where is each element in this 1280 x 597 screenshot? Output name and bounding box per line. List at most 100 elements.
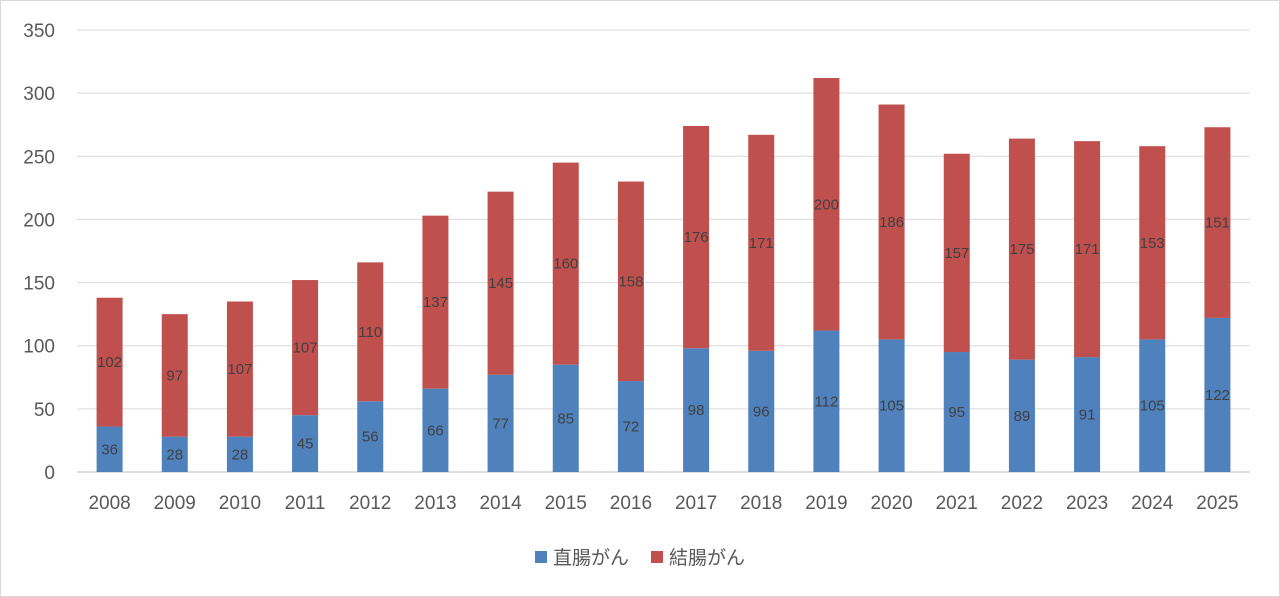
data-label-rectal: 28: [166, 446, 183, 463]
data-label-colon: 157: [944, 245, 969, 262]
data-label-rectal: 85: [557, 410, 574, 427]
y-tick-label: 150: [23, 274, 55, 295]
data-label-rectal: 105: [879, 398, 904, 415]
data-label-rectal: 105: [1140, 398, 1165, 415]
y-tick-label: 50: [34, 400, 55, 421]
data-label-colon: 171: [1075, 241, 1100, 258]
x-tick-label: 2020: [870, 493, 912, 514]
x-tick-label: 2017: [675, 493, 717, 514]
x-tick-label: 2023: [1066, 493, 1108, 514]
y-tick-label: 250: [23, 147, 55, 168]
data-label-colon: 107: [293, 340, 318, 357]
bar-colon: [96, 297, 123, 427]
bar-rectal: [683, 348, 710, 472]
bar-colon: [1008, 138, 1035, 360]
legend-swatch-colon: [651, 550, 663, 563]
bar-rectal: [617, 381, 644, 472]
legend-item-colon: 結腸がん: [651, 543, 745, 570]
data-label-rectal: 77: [492, 415, 509, 432]
bar-rectal: [422, 388, 449, 472]
x-axis-ticks: 2008 2009 2010 2011 2012 2013 2014 2015 2016 2017…: [88, 493, 1238, 514]
legend-label-colon: 結腸がん: [669, 547, 746, 569]
x-tick-label: 2011: [285, 493, 326, 514]
data-label-colon: 200: [814, 196, 839, 213]
bar-rectal: [1008, 359, 1035, 472]
data-label-rectal: 96: [753, 403, 770, 420]
x-tick-label: 2018: [740, 493, 782, 514]
bar-rectal: [226, 436, 253, 472]
data-label-colon: 186: [879, 214, 904, 231]
data-label-rectal: 95: [948, 404, 965, 421]
data-label-colon: 107: [227, 361, 252, 378]
data-label-rectal: 66: [427, 422, 444, 439]
y-tick-label: 300: [23, 84, 55, 105]
bar-colon: [943, 153, 970, 353]
bar-colon: [292, 280, 319, 416]
bar-rectal: [1074, 357, 1101, 472]
bar-rectal: [357, 401, 384, 472]
data-label-rectal: 98: [688, 402, 705, 419]
bar-colon: [487, 191, 514, 375]
bar-rectal: [1139, 339, 1166, 472]
data-label-rectal: 36: [101, 441, 118, 458]
bar-colon: [683, 125, 710, 349]
data-label-rectal: 28: [232, 446, 249, 463]
legend-swatch-rectal: [534, 550, 547, 563]
data-label-rectal: 112: [814, 393, 838, 410]
bar-colon: [617, 181, 644, 382]
bar-rectal: [161, 436, 188, 472]
bar-rectal: [552, 364, 579, 472]
bar-rectal: [96, 426, 123, 472]
gridlines: [77, 29, 1250, 473]
data-label-rectal: 56: [362, 429, 379, 446]
bar-colon: [748, 134, 775, 351]
x-tick-label: 2019: [805, 493, 847, 514]
x-tick-label: 2025: [1196, 493, 1238, 514]
data-label-colon: 151: [1205, 215, 1230, 232]
x-tick-label: 2021: [936, 493, 978, 514]
x-tick-label: 2024: [1131, 493, 1174, 514]
bar-rectal: [1204, 317, 1231, 472]
bar-colon: [878, 104, 905, 340]
x-tick-label: 2014: [479, 493, 522, 514]
x-tick-label: 2015: [545, 493, 587, 514]
x-tick-label: 2013: [414, 493, 456, 514]
y-axis-ticks: 0 50 100 150 200 250 300 350: [23, 21, 55, 484]
bar-colon: [161, 314, 188, 437]
data-labels: 36 102 28 97 28 107 45 107 56 110 66 137 77 145 85 160 7…: [97, 196, 1230, 463]
data-label-colon: 160: [553, 256, 578, 273]
bar-rectal: [878, 339, 905, 472]
x-tick-label: 2012: [349, 493, 391, 514]
bar-colon: [813, 77, 840, 331]
bar-rectal: [292, 415, 319, 472]
data-label-colon: 97: [166, 367, 183, 384]
bar-rectal: [487, 374, 514, 472]
y-tick-label: 200: [23, 210, 55, 231]
bar-colon: [357, 262, 384, 402]
data-label-colon: 110: [358, 324, 382, 341]
legend-label-rectal: 直腸がん: [552, 547, 629, 569]
bars: [96, 77, 1231, 472]
data-label-colon: 171: [749, 235, 774, 252]
bar-colon: [1139, 146, 1166, 340]
bar-rectal: [813, 330, 840, 472]
x-tick-label: 2010: [219, 493, 261, 514]
bar-rectal: [748, 350, 775, 472]
x-tick-label: 2022: [1001, 493, 1043, 514]
bar-colon: [1074, 141, 1101, 358]
data-label-colon: 158: [618, 273, 643, 290]
bar-colon: [1204, 127, 1231, 318]
stacked-bar-chart: 0 50 100 150 200 250 300 350 36 102 28 97 28 107 45 10…: [23, 21, 1250, 514]
legend: 直腸がん 結腸がん: [0, 543, 1280, 570]
bar-colon: [422, 215, 449, 389]
data-label-rectal: 89: [1014, 408, 1031, 425]
bar-colon: [226, 301, 253, 437]
x-tick-label: 2008: [88, 493, 130, 514]
y-tick-label: 350: [23, 21, 55, 42]
bar-rectal: [943, 352, 970, 472]
y-tick-label: 100: [23, 337, 55, 358]
data-label-rectal: 45: [297, 436, 314, 453]
data-label-colon: 137: [423, 294, 448, 311]
data-label-colon: 153: [1140, 235, 1165, 252]
data-label-colon: 176: [684, 229, 709, 246]
